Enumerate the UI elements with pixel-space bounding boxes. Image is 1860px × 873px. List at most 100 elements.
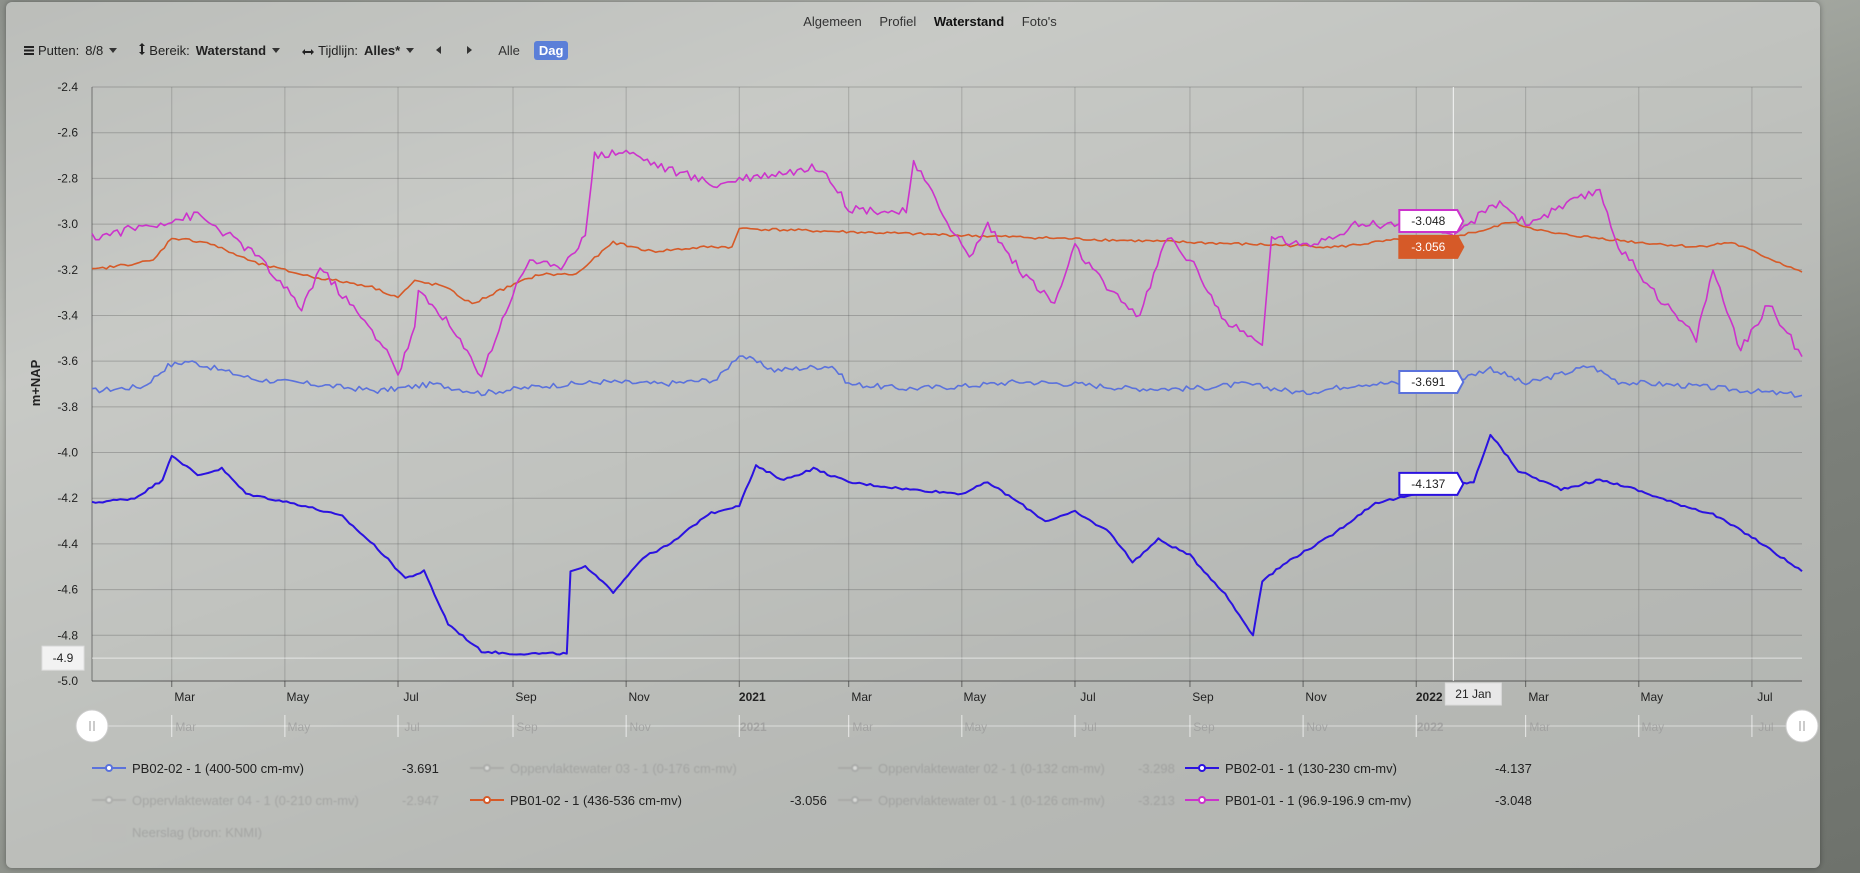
navigator-tick-label: May [288, 720, 311, 734]
navigator-tick-label: Jul [1081, 720, 1096, 734]
chevron-down-icon [109, 47, 118, 53]
y-tick-label: -4.0 [57, 446, 78, 460]
legend-value: -3.048 [1495, 793, 1532, 808]
chevron-down-icon [406, 47, 415, 53]
navigator-tick-label: May [965, 720, 988, 734]
dag-button[interactable]: Dag [533, 40, 569, 60]
y-tick-label: -3.2 [57, 263, 78, 277]
x-tick-label: Mar [851, 690, 872, 704]
tooltip-value: -3.056 [1411, 240, 1445, 254]
chevron-down-icon [272, 47, 281, 53]
y-tick-label: -5.0 [57, 674, 78, 688]
navigator-tick-label: Mar [852, 720, 873, 734]
putten-value: 8/8 [85, 42, 104, 58]
tooltip-value: -3.048 [1411, 214, 1445, 228]
tooltip-box [1398, 209, 1465, 234]
x-tick-label: Mar [1528, 690, 1549, 704]
legend-label: Oppervlaktewater 02 - 1 (0-132 cm-mv) [878, 761, 1105, 776]
y-tick-label: -3.8 [57, 400, 78, 414]
navigator-handle-left[interactable] [75, 709, 109, 743]
crosshair-value-box [41, 645, 85, 671]
x-tick-label: Nov [1305, 690, 1326, 704]
hamburger-icon [24, 43, 34, 58]
legend-label: Oppervlaktewater 01 - 1 (0-126 cm-mv) [878, 793, 1105, 808]
legend-swatch-icon [470, 764, 504, 772]
previous-arrow-icon[interactable] [436, 46, 442, 54]
putten-dropdown[interactable]: Putten: 8/8 [24, 42, 118, 58]
tooltip-value: -3.691 [1411, 375, 1445, 389]
legend-swatch-icon [92, 796, 126, 804]
bereik-dropdown[interactable]: Bereik: Waterstand [139, 42, 281, 58]
series-line [91, 221, 1803, 305]
navigator-tick-label: Sep [1193, 720, 1215, 734]
vertical-arrows-icon [139, 42, 146, 58]
chart-panel [6, 2, 1820, 868]
tooltip-box [1398, 471, 1465, 496]
y-tick-label: -4.8 [57, 628, 78, 642]
y-tick-label: -4.2 [57, 491, 78, 505]
horizontal-arrows-icon [302, 43, 315, 58]
crosshair-date-label: 21 Jan [1455, 687, 1491, 701]
x-tick-label: Sep [1192, 690, 1214, 704]
bereik-value: Waterstand [195, 42, 267, 58]
tijdlijn-dropdown[interactable]: Tijdlijn: Alles* [302, 42, 415, 58]
legend-value: -3.056 [790, 793, 827, 808]
crosshair-date-box [1444, 682, 1502, 706]
handle-circle [75, 709, 109, 743]
series-line [91, 149, 1803, 378]
navigator-tick-label: Mar [175, 720, 196, 734]
tab-fotos[interactable]: Foto's [1021, 14, 1057, 29]
navigator-tick-label: Mar [1529, 720, 1550, 734]
legend-label: PB01-01 - 1 (96.9-196.9 cm-mv) [1225, 793, 1412, 808]
value-tooltip: -3.691 [1398, 369, 1465, 394]
value-tooltip: -4.137 [1398, 471, 1465, 496]
value-tooltip: -3.048 [1398, 209, 1465, 234]
y-tick-label: -4.6 [57, 583, 78, 597]
navigator-tick-label: Jul [1758, 720, 1773, 734]
x-tick-label: Nov [628, 690, 649, 704]
navigator-tick-label: Sep [516, 720, 538, 734]
navigator-tick-label: 2021 [740, 720, 767, 734]
legend-label: PB01-02 - 1 (436-536 cm-mv) [510, 793, 682, 808]
navigator-tick-label: Nov [1306, 720, 1327, 734]
series-line [91, 433, 1803, 656]
x-tick-label: Mar [174, 690, 195, 704]
y-tick-label: -2.6 [57, 126, 78, 140]
navigator-handle-right[interactable] [1785, 709, 1819, 743]
legend-swatch-icon [1185, 796, 1219, 804]
x-tick-label: May [1640, 690, 1663, 704]
x-tick-label: 2022 [1416, 690, 1443, 704]
tijdlijn-value: Alles* [364, 42, 401, 58]
tab-bar: Algemeen Profiel Waterstand Foto's [0, 14, 1860, 29]
value-tooltips: -3.691 -4.137 -3.056 -3.048 [1398, 209, 1465, 496]
tijdlijn-label: Tijdlijn: [318, 42, 359, 58]
navigator-tick-label: May [1641, 720, 1664, 734]
tooltip-box [1398, 369, 1465, 394]
tab-algemeen[interactable]: Algemeen [803, 14, 862, 29]
tab-profiel[interactable]: Profiel [879, 14, 917, 29]
legend-value: -4.137 [1495, 761, 1532, 776]
toolbar: Putten: 8/8 Bereik: Waterstand Tijdlijn:… [24, 40, 569, 60]
navigator-tick-label: Nov [629, 720, 650, 734]
series-line [91, 355, 1803, 398]
y-tick-label: -2.8 [57, 171, 78, 185]
legend-label: Neerslag (bron: KNMI) [132, 825, 263, 840]
legend-value: -3.691 [402, 761, 439, 776]
legend-swatch-icon [92, 824, 126, 842]
crosshair: 21 Jan -4.9 [41, 87, 1802, 706]
grid [91, 86, 1802, 682]
legend-swatch-icon [838, 764, 872, 772]
legend-value: -3.213 [1138, 793, 1175, 808]
next-arrow-icon[interactable] [467, 46, 473, 54]
navigator[interactable]: Mar May Jul Sep Nov 2021 Mar May Jul Sep Nov 2022 Ma… [75, 709, 1819, 743]
bereik-label: Bereik: [149, 42, 190, 58]
x-axis: Mar May Jul Sep Nov 2021 Mar May Jul Sep Nov 2022 Ma… [171, 681, 1773, 704]
tab-waterstand[interactable]: Waterstand [933, 14, 1005, 29]
y-tick-label: -3.6 [57, 354, 78, 368]
legend-swatch-icon [1185, 764, 1219, 772]
alle-button[interactable]: Alle [498, 42, 520, 58]
x-tick-label: Jul [1080, 690, 1095, 704]
x-tick-label: Jul [403, 690, 418, 704]
x-tick-label: Jul [1757, 690, 1772, 704]
